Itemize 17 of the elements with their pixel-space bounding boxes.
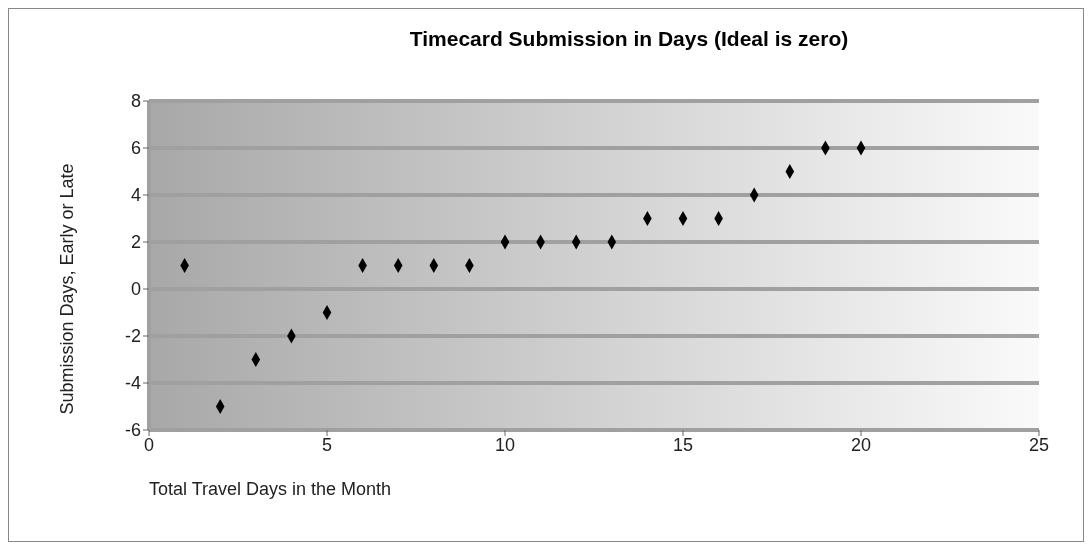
x-axis-title: Total Travel Days in the Month — [149, 479, 392, 500]
x-tick-label: 25 — [1028, 434, 1050, 455]
x-tick-label: 0 — [143, 434, 155, 455]
y-axis-title: Submission Days, Early or Late — [56, 163, 78, 415]
x-tick-label: 20 — [850, 434, 872, 455]
y-tick-label: 6 — [130, 138, 141, 159]
y-tick-label: 8 — [130, 91, 141, 112]
y-tick-label: 0 — [130, 279, 141, 300]
chart-title: Timecard Submission in Days (Ideal is zero) — [408, 27, 850, 51]
y-tick-label: 4 — [130, 185, 141, 206]
x-tick-label: 15 — [672, 434, 694, 455]
y-tick-label: -4 — [124, 373, 141, 394]
y-tick-label: -6 — [124, 420, 141, 441]
y-tick-label: 2 — [130, 232, 141, 253]
x-tick-label: 5 — [321, 434, 333, 455]
x-tick-label: 10 — [494, 434, 516, 455]
y-tick-label: -2 — [124, 326, 141, 347]
